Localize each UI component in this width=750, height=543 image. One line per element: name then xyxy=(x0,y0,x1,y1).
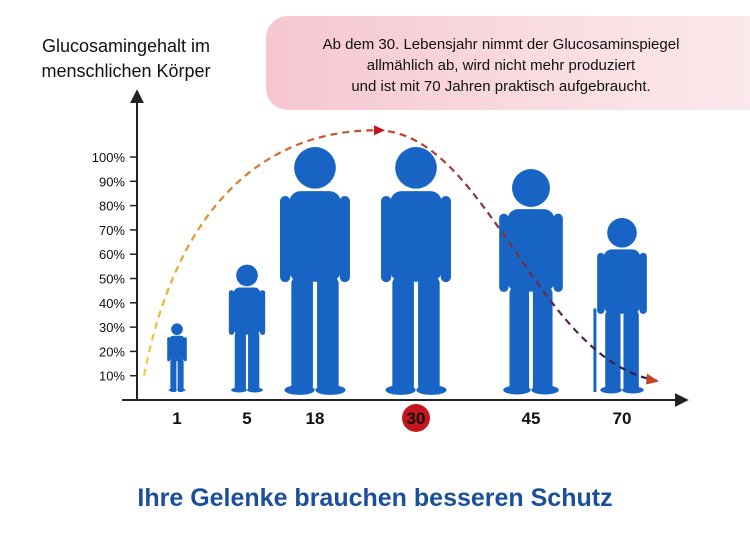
figure-leg xyxy=(532,287,553,392)
figure-foot xyxy=(531,385,559,395)
axes-group xyxy=(122,89,689,407)
figure-torso xyxy=(169,335,185,362)
figure-leg xyxy=(177,359,184,392)
annotation-banner xyxy=(266,16,750,110)
curve-group xyxy=(142,125,659,385)
figure-arm xyxy=(499,213,509,293)
curve-end-arrow xyxy=(646,373,659,385)
figure-head xyxy=(294,147,336,189)
figure-head xyxy=(607,218,637,248)
figure-foot xyxy=(247,387,263,393)
curve-peak-arrow xyxy=(374,125,385,136)
figure-foot xyxy=(503,385,531,395)
figure-leg xyxy=(392,276,414,392)
y-tick-label: 80% xyxy=(99,199,125,214)
figure-leg xyxy=(509,287,530,392)
rising-curve xyxy=(142,129,377,376)
y-tick-label: 70% xyxy=(99,223,125,238)
tagline: Ihre Gelenke brauchen besseren Schutz xyxy=(137,484,613,512)
figure-foot xyxy=(416,385,447,395)
figure-arm xyxy=(259,290,266,335)
figure-torso xyxy=(603,249,641,314)
y-ticks-group: 10% 20% 30% 40% 50% 60% 70% 80% 90% 100% xyxy=(92,150,137,384)
figure-head xyxy=(171,323,183,336)
figure-leg xyxy=(291,276,313,392)
figure-foot xyxy=(168,388,177,392)
figure-arm xyxy=(228,290,235,335)
figure-torso xyxy=(233,287,261,335)
annotation-text: Ab dem 30. Lebensjahr nimmt der Glucosam… xyxy=(266,34,736,97)
figure-foot xyxy=(177,388,186,392)
figure-head xyxy=(395,147,437,189)
figure-foot xyxy=(231,387,247,393)
x-tick-highlight xyxy=(402,404,430,432)
figure-torso xyxy=(289,191,341,282)
figure-5 xyxy=(228,264,266,393)
y-tick-label: 30% xyxy=(99,320,125,335)
y-tick-label: 50% xyxy=(99,272,125,287)
y-axis-title: Glucosamingehalt im menschlichen Körper xyxy=(41,36,211,81)
figure-arm xyxy=(553,213,563,293)
figure-torso xyxy=(390,191,442,282)
figure-1 xyxy=(167,323,187,392)
y-tick-label: 60% xyxy=(99,247,125,262)
annotation-line-1: Ab dem 30. Lebensjahr nimmt der Glucosam… xyxy=(322,36,680,53)
figure-leg xyxy=(248,332,260,392)
x-tick-label: 18 xyxy=(306,409,325,428)
falling-curve xyxy=(375,129,658,382)
figure-arm xyxy=(440,196,451,283)
figure-leg xyxy=(234,332,246,392)
figure-arm xyxy=(597,252,605,314)
figure-foot xyxy=(600,386,622,394)
figure-18 xyxy=(280,147,350,395)
figure-leg xyxy=(317,276,339,392)
figure-arm xyxy=(167,337,171,362)
x-tick-label: 30 xyxy=(407,409,426,428)
figure-arm xyxy=(339,196,350,283)
figure-head xyxy=(512,169,550,207)
figure-30 xyxy=(381,147,451,395)
figure-head xyxy=(236,264,258,287)
y-tick-label: 40% xyxy=(99,296,125,311)
figure-leg xyxy=(605,310,621,392)
figure-70 xyxy=(593,218,647,394)
y-tick-label: 90% xyxy=(99,174,125,189)
figure-arm xyxy=(381,196,392,283)
x-ticks-group: 1 5 18 30 45 70 xyxy=(172,404,631,432)
figures-group xyxy=(167,147,647,395)
figure-arm xyxy=(280,196,291,283)
annotation-line-2: allmählich ab, wird nicht mehr produzier… xyxy=(366,57,636,74)
figure-leg xyxy=(170,359,177,392)
x-tick-label: 45 xyxy=(522,409,541,428)
figure-torso xyxy=(507,209,555,292)
figure-leg xyxy=(623,310,639,392)
figure-foot xyxy=(385,385,416,395)
figure-arm xyxy=(183,337,187,362)
x-tick-label: 5 xyxy=(242,409,251,428)
y-tick-label: 10% xyxy=(99,369,125,384)
y-tick-label: 100% xyxy=(92,150,126,165)
figure-foot xyxy=(622,386,644,394)
figure-leg xyxy=(418,276,440,392)
annotation-line-3: und ist mit 70 Jahren praktisch aufgebra… xyxy=(351,78,651,95)
figure-arm xyxy=(639,252,647,314)
x-tick-label: 1 xyxy=(172,409,181,428)
figure-45 xyxy=(499,169,563,395)
x-tick-label: 70 xyxy=(613,409,632,428)
figure-foot xyxy=(284,385,315,395)
y-tick-label: 20% xyxy=(99,344,125,359)
figure-foot xyxy=(315,385,346,395)
